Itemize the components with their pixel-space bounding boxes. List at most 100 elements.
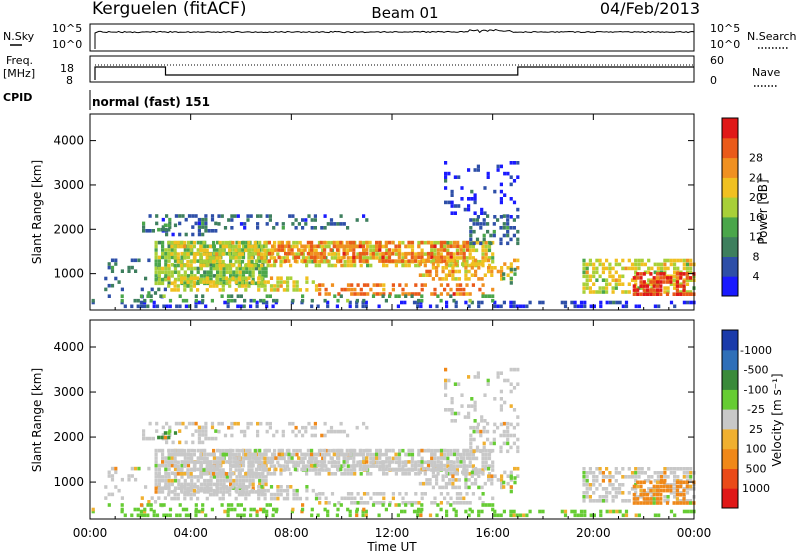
power-cell: [362, 214, 366, 218]
velocity-cell: [665, 488, 670, 493]
power-cell: [407, 251, 411, 256]
velocity-cell: [234, 460, 238, 465]
power-cell: [475, 240, 479, 245]
velocity-cell: [608, 509, 613, 514]
velocity-cell: [261, 475, 265, 479]
velocity-cell: [417, 448, 421, 453]
power-cell: [261, 259, 265, 263]
power-cell: [154, 244, 158, 249]
velocity-cell: [637, 475, 641, 479]
velocity-cell: [582, 491, 586, 495]
velocity-cell: [585, 491, 589, 495]
power-cell: [241, 270, 246, 274]
power-cell: [346, 248, 350, 253]
power-cell: [663, 258, 667, 263]
velocity-cell: [203, 482, 207, 487]
velocity-cell: [404, 503, 408, 507]
velocity-cell: [366, 452, 370, 457]
velocity-cell: [595, 479, 599, 483]
power-cell: [365, 240, 369, 245]
power-cell: [450, 200, 454, 205]
power-cell: [482, 222, 486, 226]
velocity-cell: [355, 513, 359, 518]
velocity-cell: [387, 448, 392, 453]
velocity-cell: [232, 456, 236, 460]
power-cell: [342, 251, 346, 256]
power-cell: [284, 244, 288, 249]
power-cell: [204, 225, 208, 229]
power-cell: [228, 252, 232, 256]
velocity-cell: [240, 468, 245, 472]
velocity-cell: [516, 437, 520, 442]
velocity-cell: [308, 452, 312, 457]
power-cell: [385, 256, 389, 260]
velocity-cell: [457, 411, 461, 416]
nsearch-tick-top: 10^5: [710, 22, 740, 35]
power-cell: [621, 304, 625, 309]
velocity-cell: [183, 448, 187, 453]
power-cell: [224, 263, 228, 268]
power-cell: [190, 266, 194, 271]
power-cell: [452, 298, 456, 303]
velocity-cell: [183, 485, 187, 489]
power-cell: [585, 282, 589, 286]
velocity-cell: [185, 507, 189, 512]
power-cell: [107, 265, 111, 270]
velocity-cell: [282, 464, 286, 468]
velocity-cell: [282, 488, 286, 493]
power-cell: [221, 276, 225, 280]
power-cell: [465, 244, 470, 249]
velocity-cell: [349, 456, 353, 460]
power-cell: [455, 283, 459, 287]
power-cell: [448, 273, 452, 277]
velocity-cell: [652, 497, 656, 501]
power-cell: [234, 248, 238, 253]
power-cell: [444, 175, 448, 179]
power-cell: [190, 270, 194, 274]
power-cell: [226, 294, 231, 298]
power-cell: [170, 281, 174, 286]
power-cell: [634, 278, 638, 282]
power-cell: [189, 280, 193, 284]
power-cell: [378, 240, 382, 245]
velocity-cell: [342, 452, 346, 457]
power-cell: [362, 244, 366, 249]
power-cell: [206, 270, 210, 274]
velocity-cell: [295, 448, 299, 453]
ytick-label: 4000: [53, 340, 84, 354]
power-cell: [329, 248, 333, 252]
velocity-cell: [676, 475, 680, 479]
velocity-cell: [358, 463, 362, 468]
power-cell: [470, 266, 474, 270]
power-cell: [516, 215, 520, 219]
power-cell: [339, 294, 343, 298]
power-cell: [420, 255, 424, 260]
velocity-cell: [161, 460, 165, 464]
power-cell: [585, 286, 589, 290]
velocity-cell: [159, 503, 163, 507]
velocity-cell: [147, 500, 151, 504]
velocity-cell: [209, 475, 213, 479]
power-cell: [433, 255, 437, 260]
power-cell: [346, 298, 350, 303]
velocity-cell: [157, 482, 161, 487]
velocity-cell: [281, 429, 285, 434]
velocity-cell: [190, 478, 194, 483]
velocity-cell: [475, 445, 480, 450]
power-cell: [170, 270, 174, 274]
power-cell: [436, 251, 440, 256]
velocity-cell: [630, 475, 635, 479]
power-cell: [186, 266, 191, 271]
velocity-cell: [449, 463, 453, 468]
power-cell: [201, 294, 205, 298]
velocity-cell: [397, 467, 401, 472]
power-cell: [305, 288, 309, 292]
power-cell: [110, 269, 115, 273]
power-cell: [271, 304, 275, 309]
velocity-cell: [190, 448, 194, 453]
velocity-cell: [585, 475, 589, 479]
velocity-cell: [228, 448, 232, 453]
velocity-cell: [417, 468, 421, 472]
velocity-cell: [632, 492, 636, 497]
power-cell: [193, 274, 197, 278]
